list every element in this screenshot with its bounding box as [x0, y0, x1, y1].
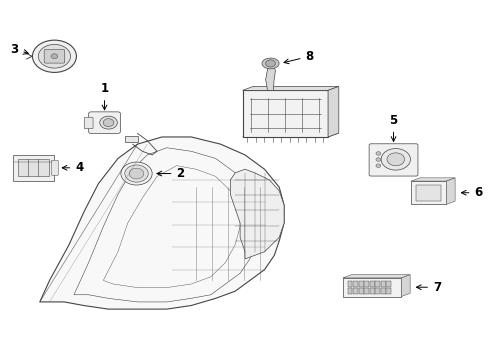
Polygon shape — [40, 137, 284, 309]
FancyBboxPatch shape — [381, 281, 386, 287]
Circle shape — [376, 158, 381, 161]
Text: 2: 2 — [157, 167, 185, 180]
Polygon shape — [446, 178, 455, 204]
Circle shape — [38, 44, 71, 68]
Text: 5: 5 — [390, 114, 398, 141]
Circle shape — [266, 60, 275, 67]
FancyBboxPatch shape — [13, 154, 54, 181]
Polygon shape — [343, 278, 401, 297]
Polygon shape — [401, 275, 410, 297]
FancyBboxPatch shape — [44, 49, 65, 63]
Circle shape — [381, 149, 411, 170]
Circle shape — [376, 164, 381, 167]
FancyBboxPatch shape — [347, 288, 352, 294]
Text: 4: 4 — [62, 161, 83, 174]
Polygon shape — [411, 178, 455, 181]
FancyBboxPatch shape — [364, 288, 369, 294]
Circle shape — [100, 116, 117, 129]
FancyBboxPatch shape — [353, 281, 358, 287]
FancyBboxPatch shape — [18, 159, 49, 176]
Polygon shape — [243, 90, 328, 137]
FancyBboxPatch shape — [51, 160, 58, 175]
Circle shape — [129, 168, 144, 179]
FancyBboxPatch shape — [370, 288, 375, 294]
FancyBboxPatch shape — [387, 281, 391, 287]
Polygon shape — [411, 181, 446, 204]
FancyBboxPatch shape — [84, 117, 93, 129]
Polygon shape — [266, 66, 275, 90]
Ellipse shape — [262, 58, 279, 69]
Circle shape — [125, 165, 148, 182]
FancyBboxPatch shape — [370, 281, 375, 287]
FancyBboxPatch shape — [369, 144, 418, 176]
Circle shape — [51, 54, 58, 59]
Circle shape — [387, 153, 405, 166]
FancyBboxPatch shape — [359, 288, 364, 294]
Polygon shape — [328, 86, 339, 137]
Polygon shape — [243, 133, 339, 137]
Circle shape — [103, 119, 114, 127]
FancyBboxPatch shape — [381, 288, 386, 294]
FancyBboxPatch shape — [375, 288, 380, 294]
FancyBboxPatch shape — [89, 112, 121, 134]
FancyBboxPatch shape — [125, 136, 138, 142]
Polygon shape — [343, 275, 410, 278]
FancyBboxPatch shape — [364, 281, 369, 287]
FancyBboxPatch shape — [387, 288, 391, 294]
FancyBboxPatch shape — [416, 185, 441, 201]
Text: 6: 6 — [462, 186, 483, 199]
FancyBboxPatch shape — [375, 281, 380, 287]
Circle shape — [376, 152, 381, 155]
FancyBboxPatch shape — [353, 288, 358, 294]
Polygon shape — [243, 86, 339, 90]
FancyBboxPatch shape — [359, 281, 364, 287]
Text: 8: 8 — [284, 50, 314, 64]
Circle shape — [32, 40, 76, 72]
Polygon shape — [230, 169, 284, 259]
FancyBboxPatch shape — [347, 281, 352, 287]
Text: 3: 3 — [10, 42, 28, 55]
Text: 7: 7 — [416, 281, 441, 294]
Text: 1: 1 — [100, 82, 109, 110]
Circle shape — [121, 162, 152, 185]
